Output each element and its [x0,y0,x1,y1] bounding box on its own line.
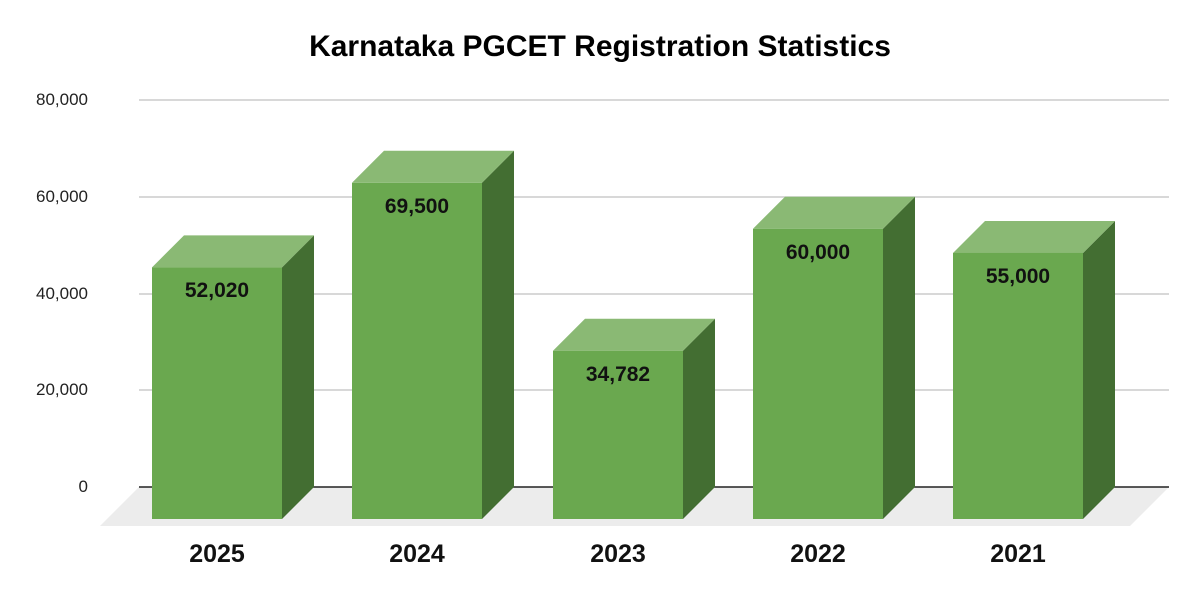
bar-2025 [152,235,314,519]
x-tick-2022: 2022 [790,540,846,568]
y-tick-60000: 60,000 [36,187,88,206]
bar-2021 [953,220,1115,519]
data-label-2024: 69,500 [384,194,450,218]
x-tick-2024: 2024 [389,540,445,568]
x-tick-2023: 2023 [590,540,646,568]
bar-2024 [352,150,514,519]
bar-2023 [553,318,715,519]
y-tick-40000: 40,000 [36,284,88,303]
y-tick-0: 0 [78,477,88,496]
x-tick-2021: 2021 [990,540,1046,568]
y-tick-80000: 80,000 [36,90,88,109]
x-tick-2025: 2025 [189,540,245,568]
data-label-2023: 34,782 [585,362,651,386]
data-label-2022: 60,000 [785,240,851,264]
data-label-2025: 52,020 [184,279,250,303]
bar-2022 [753,196,915,519]
data-label-2021: 55,000 [985,264,1051,288]
chart-title: Karnataka PGCET Registration Statistics [309,30,891,63]
y-tick-20000: 20,000 [36,380,88,399]
